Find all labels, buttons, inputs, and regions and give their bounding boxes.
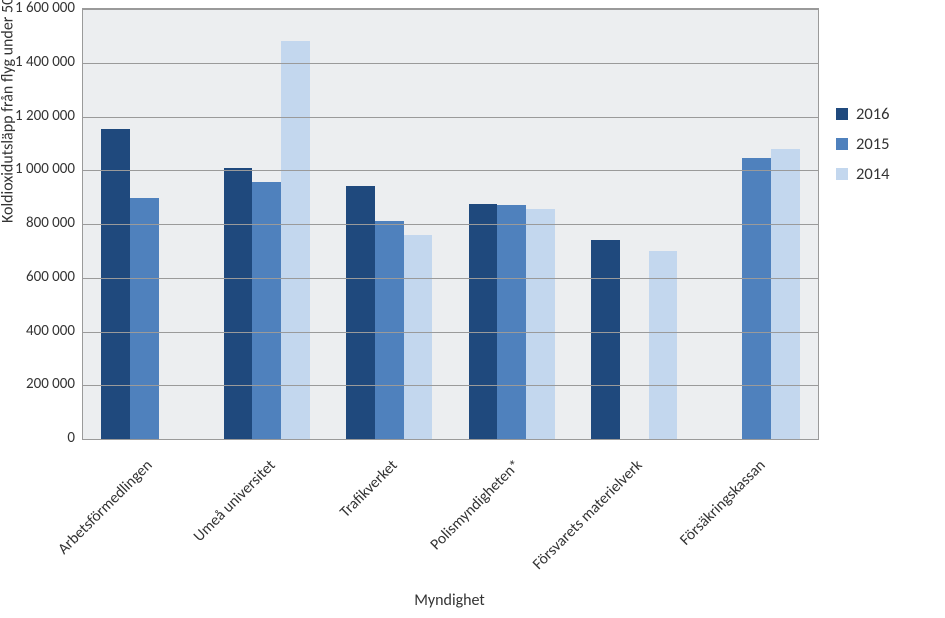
gridline <box>83 224 818 225</box>
legend-item: 2016 <box>836 104 889 124</box>
bar <box>469 204 498 439</box>
y-tick-label: 1 600 000 <box>5 0 75 17</box>
legend-swatch <box>836 108 848 120</box>
y-tick-label: 400 000 <box>5 322 75 340</box>
gridline <box>83 332 818 333</box>
gridline <box>83 117 818 118</box>
bar <box>497 205 526 439</box>
legend-swatch <box>836 168 848 180</box>
gridline <box>83 9 818 10</box>
plot-area <box>82 8 819 440</box>
bar <box>101 129 130 439</box>
y-tick-label: 1 400 000 <box>5 53 75 71</box>
bar <box>224 168 253 439</box>
gridline <box>83 385 818 386</box>
gridline <box>83 439 818 440</box>
x-category-label: Försäkringskassan <box>614 456 769 611</box>
chart-container: Koldioxidutsläpp från flyg under 50 mil … <box>0 0 945 618</box>
bar <box>252 182 281 439</box>
legend-item: 2015 <box>836 134 889 154</box>
gridline <box>83 63 818 64</box>
bar <box>591 240 620 439</box>
bar <box>404 235 433 439</box>
bar <box>649 251 678 439</box>
y-tick-label: 1 000 000 <box>5 160 75 178</box>
y-tick-label: 0 <box>5 429 75 447</box>
bar <box>375 221 404 439</box>
legend-swatch <box>836 138 848 150</box>
x-axis-title: Myndighet <box>82 591 817 610</box>
y-tick-label: 1 200 000 <box>5 107 75 125</box>
bar <box>771 149 800 439</box>
y-tick-label: 600 000 <box>5 268 75 286</box>
gridline <box>83 170 818 171</box>
bar <box>742 158 771 439</box>
legend-item: 2014 <box>836 164 889 184</box>
y-tick-label: 800 000 <box>5 214 75 232</box>
y-tick-label: 200 000 <box>5 375 75 393</box>
bar <box>130 198 159 439</box>
legend-label: 2014 <box>856 164 889 184</box>
gridline <box>83 278 818 279</box>
bar <box>526 209 555 439</box>
legend-label: 2015 <box>856 134 889 154</box>
bar <box>281 41 310 439</box>
legend-label: 2016 <box>856 104 889 124</box>
legend: 2016 2015 2014 <box>836 104 889 194</box>
